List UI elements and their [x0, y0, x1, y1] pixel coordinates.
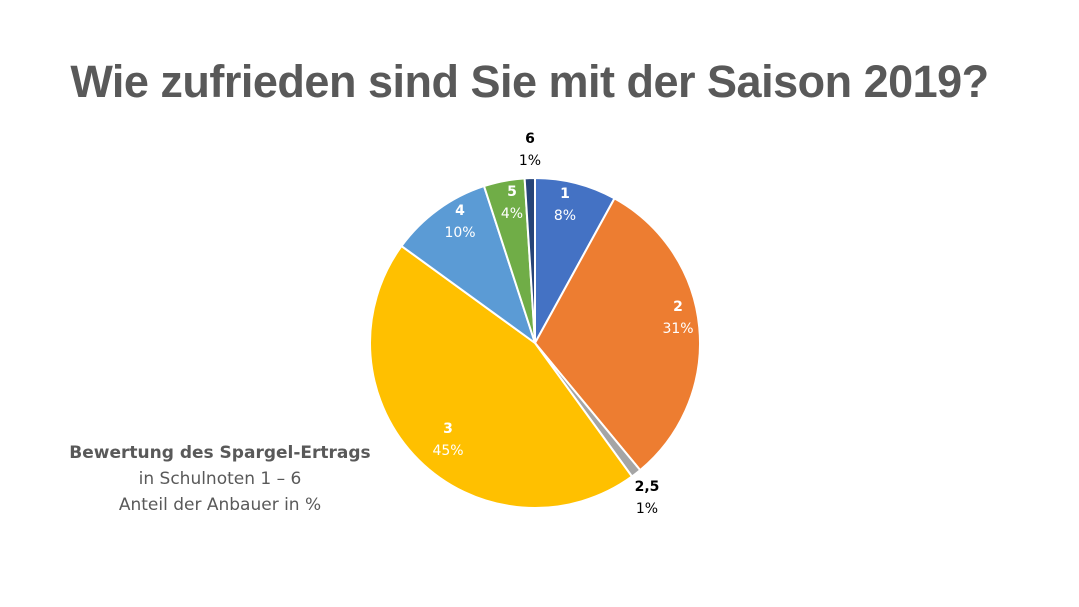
slice-label-5: 5: [507, 184, 517, 200]
slice-label-4: 4: [455, 203, 465, 219]
slice-label-2: 2: [673, 299, 683, 315]
slice-value-2-5: 1%: [636, 501, 658, 517]
pie-slice-2: [533, 197, 701, 472]
pie-slice-3: [369, 244, 634, 509]
slice-value-1: 8%: [554, 208, 576, 224]
slice-value-2: 31%: [662, 321, 693, 337]
caption-line-3: Anteil der Anbauer in %: [118, 495, 322, 515]
slide-title: Wie zufrieden sind Sie mit der Saison 20…: [70, 56, 989, 107]
caption-line-1: Bewertung des Spargel-Ertrags: [69, 443, 371, 463]
pie-labels: 1 8% 2 31% 2,5 1% 3 45% 4 10% 5 4% 6 1%: [432, 131, 693, 517]
slice-label-3: 3: [443, 421, 453, 437]
chart-caption: Bewertung des Spargel-Ertrags in Schulno…: [50, 440, 390, 518]
pie-slice-6: [523, 176, 536, 344]
slice-value-6: 1%: [519, 153, 541, 169]
slice-label-2-5: 2,5: [635, 479, 660, 495]
slice-value-4: 10%: [444, 225, 475, 241]
pie-slice-4: [400, 184, 537, 346]
slice-label-6: 6: [525, 131, 535, 147]
caption-line-2: in Schulnoten 1 – 6: [138, 469, 302, 489]
slice-value-3: 45%: [432, 443, 463, 459]
slice-label-1: 1: [560, 186, 570, 202]
pie-slices: [369, 176, 701, 509]
slice-value-5: 4%: [501, 206, 523, 222]
